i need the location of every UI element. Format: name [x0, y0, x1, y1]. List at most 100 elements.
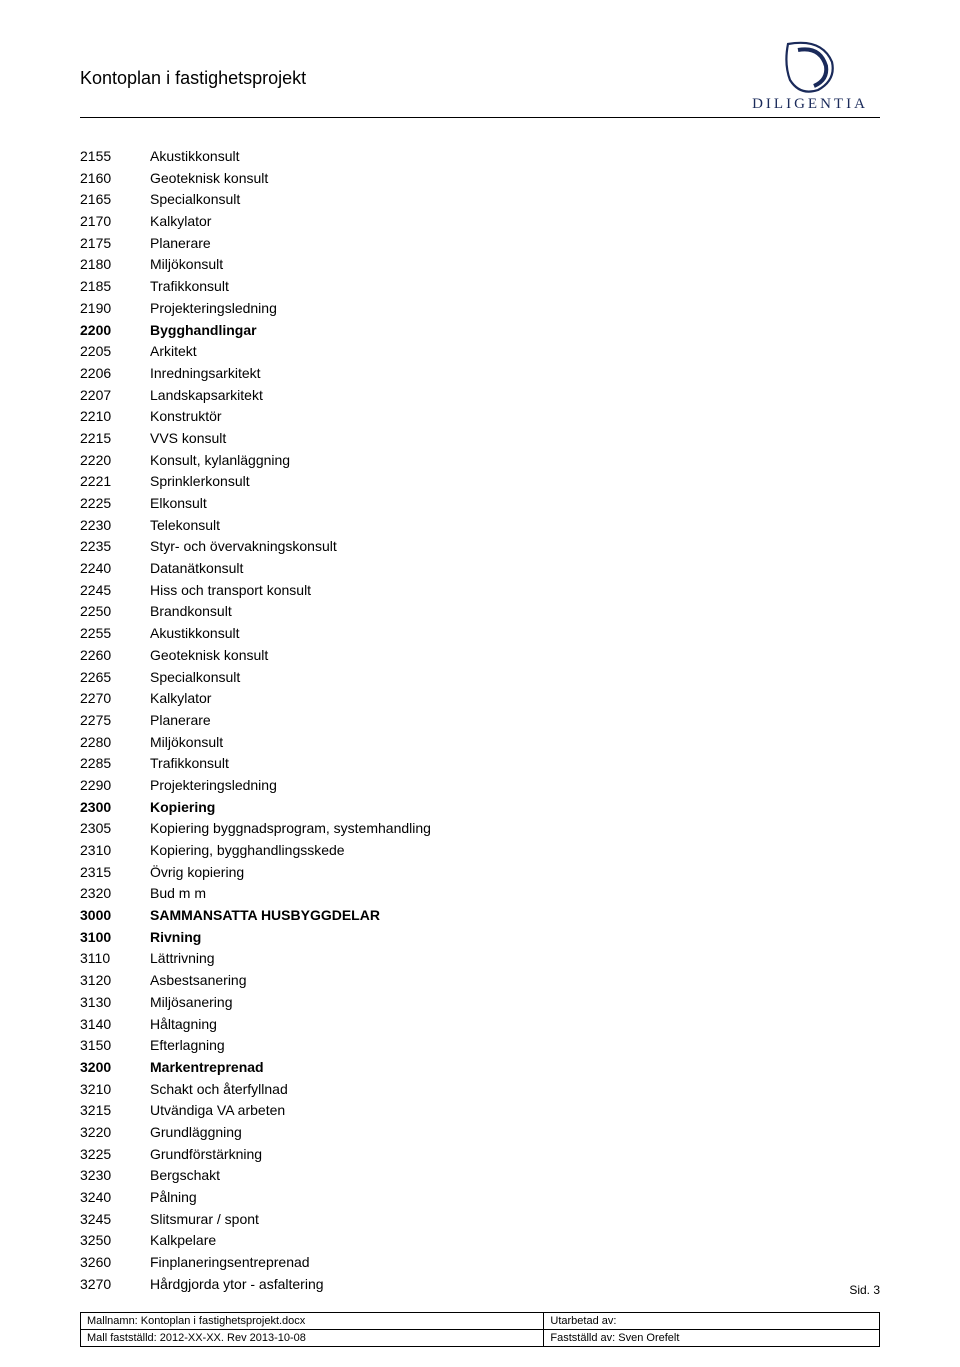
- account-label: Håltagning: [150, 1014, 880, 1036]
- account-label: Akustikkonsult: [150, 623, 880, 645]
- account-code: 3150: [80, 1035, 150, 1057]
- account-code: 2206: [80, 363, 150, 385]
- account-label: Geoteknisk konsult: [150, 168, 880, 190]
- account-row: 2206Inredningsarkitekt: [80, 363, 880, 385]
- account-code: 2275: [80, 710, 150, 732]
- account-row: 3250Kalkpelare: [80, 1230, 880, 1252]
- account-label: Geoteknisk konsult: [150, 645, 880, 667]
- account-label: Inredningsarkitekt: [150, 363, 880, 385]
- company-logo: DILIGENTIA: [740, 40, 880, 113]
- footer-prepared-by: Utarbetad av:: [544, 1313, 880, 1330]
- account-code: 2265: [80, 667, 150, 689]
- account-code: 2260: [80, 645, 150, 667]
- account-code: 2245: [80, 580, 150, 602]
- diligentia-logo-icon: [780, 40, 840, 94]
- account-label: Hiss och transport konsult: [150, 580, 880, 602]
- account-row: 2215VVS konsult: [80, 428, 880, 450]
- footer-template-date: Mall fastställd: 2012-XX-XX. Rev 2013-10…: [81, 1330, 544, 1347]
- account-code: 2221: [80, 471, 150, 493]
- account-code: 2185: [80, 276, 150, 298]
- account-label: SAMMANSATTA HUSBYGGDELAR: [150, 905, 880, 927]
- account-code: 2175: [80, 233, 150, 255]
- account-label: Efterlagning: [150, 1035, 880, 1057]
- account-row: 2185Trafikkonsult: [80, 276, 880, 298]
- account-code: 3215: [80, 1100, 150, 1122]
- account-row: 3215Utvändiga VA arbeten: [80, 1100, 880, 1122]
- account-label: Schakt och återfyllnad: [150, 1079, 880, 1101]
- account-row: 2265Specialkonsult: [80, 667, 880, 689]
- account-label: Telekonsult: [150, 515, 880, 537]
- account-code: 3140: [80, 1014, 150, 1036]
- account-label: Utvändiga VA arbeten: [150, 1100, 880, 1122]
- account-code: 2210: [80, 406, 150, 428]
- account-row: 2255Akustikkonsult: [80, 623, 880, 645]
- account-row: 2207Landskapsarkitekt: [80, 385, 880, 407]
- account-row: 3230Bergschakt: [80, 1165, 880, 1187]
- account-row: 2320Bud m m: [80, 883, 880, 905]
- account-row: 3200Markentreprenad: [80, 1057, 880, 1079]
- account-code: 3250: [80, 1230, 150, 1252]
- footer-table: Mallnamn: Kontoplan i fastighetsprojekt.…: [80, 1312, 880, 1347]
- account-label: Lättrivning: [150, 948, 880, 970]
- account-label: Bergschakt: [150, 1165, 880, 1187]
- footer-row: Mall fastställd: 2012-XX-XX. Rev 2013-10…: [81, 1330, 880, 1347]
- footer-template-name: Mallnamn: Kontoplan i fastighetsprojekt.…: [81, 1313, 544, 1330]
- account-label: Projekteringsledning: [150, 775, 880, 797]
- company-logo-text: DILIGENTIA: [740, 96, 880, 113]
- account-row: 2260Geoteknisk konsult: [80, 645, 880, 667]
- account-label: Trafikkonsult: [150, 276, 880, 298]
- account-row: 2220Konsult, kylanläggning: [80, 450, 880, 472]
- account-label: Arkitekt: [150, 341, 880, 363]
- account-code: 3130: [80, 992, 150, 1014]
- account-code: 2240: [80, 558, 150, 580]
- account-label: Landskapsarkitekt: [150, 385, 880, 407]
- account-label: Kopiering: [150, 797, 880, 819]
- account-row: 2305Kopiering byggnadsprogram, systemhan…: [80, 818, 880, 840]
- account-row: 3150Efterlagning: [80, 1035, 880, 1057]
- account-row: 3270Hårdgjorda ytor - asfaltering: [80, 1274, 880, 1296]
- account-code: 2220: [80, 450, 150, 472]
- account-row: 3110Lättrivning: [80, 948, 880, 970]
- account-row: 3000SAMMANSATTA HUSBYGGDELAR: [80, 905, 880, 927]
- account-row: 2210Konstruktör: [80, 406, 880, 428]
- footer-approved-by: Fastställd av: Sven Orefelt: [544, 1330, 880, 1347]
- account-code: 2320: [80, 883, 150, 905]
- account-label: Kopiering, bygghandlingsskede: [150, 840, 880, 862]
- account-row: 2240Datanätkonsult: [80, 558, 880, 580]
- account-label: Grundförstärkning: [150, 1144, 880, 1166]
- document-page: Kontoplan i fastighetsprojekt DILIGENTIA…: [0, 0, 960, 1367]
- account-code: 2200: [80, 320, 150, 342]
- account-row: 3140Håltagning: [80, 1014, 880, 1036]
- account-label: Akustikkonsult: [150, 146, 880, 168]
- account-label: Specialkonsult: [150, 189, 880, 211]
- account-row: 2300Kopiering: [80, 797, 880, 819]
- account-row: 2310Kopiering, bygghandlingsskede: [80, 840, 880, 862]
- account-row: 2190Projekteringsledning: [80, 298, 880, 320]
- account-row: 2221Sprinklerkonsult: [80, 471, 880, 493]
- account-code: 2255: [80, 623, 150, 645]
- account-row: 2160Geoteknisk konsult: [80, 168, 880, 190]
- account-label: Konstruktör: [150, 406, 880, 428]
- account-row: 2245Hiss och transport konsult: [80, 580, 880, 602]
- account-label: Markentreprenad: [150, 1057, 880, 1079]
- account-label: Pålning: [150, 1187, 880, 1209]
- account-code: 2160: [80, 168, 150, 190]
- account-label: Trafikkonsult: [150, 753, 880, 775]
- account-code: 2155: [80, 146, 150, 168]
- account-row: 3100Rivning: [80, 927, 880, 949]
- account-label: Hårdgjorda ytor - asfaltering: [150, 1274, 880, 1296]
- account-code: 2225: [80, 493, 150, 515]
- account-code: 3225: [80, 1144, 150, 1166]
- account-row: 2155Akustikkonsult: [80, 146, 880, 168]
- account-code: 3000: [80, 905, 150, 927]
- account-row: 2205Arkitekt: [80, 341, 880, 363]
- account-row: 2230Telekonsult: [80, 515, 880, 537]
- account-row: 3130Miljösanering: [80, 992, 880, 1014]
- account-row: 3120Asbestsanering: [80, 970, 880, 992]
- page-number: Sid. 3: [849, 1283, 880, 1297]
- account-label: Finplaneringsentreprenad: [150, 1252, 880, 1274]
- account-code: 3100: [80, 927, 150, 949]
- account-row: 2170Kalkylator: [80, 211, 880, 233]
- account-label: Bud m m: [150, 883, 880, 905]
- account-label: VVS konsult: [150, 428, 880, 450]
